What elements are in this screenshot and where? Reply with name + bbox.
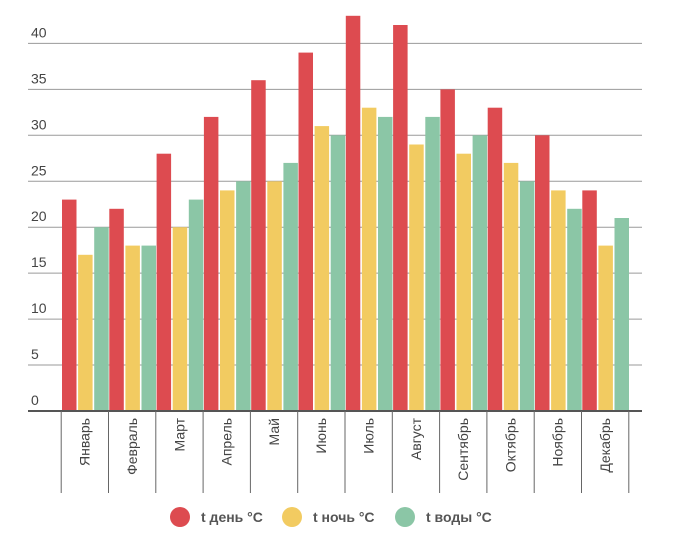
category-label: Март <box>171 417 187 451</box>
bar-5-0 <box>298 52 313 411</box>
bar-0-0 <box>62 199 77 411</box>
legend-label-2: t воды °C <box>426 509 492 525</box>
bar-1-0 <box>109 208 124 411</box>
bar-8-0 <box>440 89 455 412</box>
legend: t день °C t ночь °C t воды °C <box>170 507 492 527</box>
y-tick-label: 20 <box>31 208 47 224</box>
bar-10-0 <box>535 135 550 412</box>
x-axis <box>28 410 642 493</box>
bar-10-1 <box>551 190 566 411</box>
legend-marker-1 <box>282 507 302 527</box>
bar-4-2 <box>283 162 298 411</box>
bar-3-0 <box>203 116 219 412</box>
y-axis-tick-labels: 0 5 10 15 20 25 30 35 40 <box>31 24 47 408</box>
y-tick-label: 30 <box>31 116 47 132</box>
bar-10-2 <box>567 208 582 411</box>
legend-label-0: t день °C <box>201 509 263 525</box>
category-label: Февраль <box>124 418 140 475</box>
category-label: Май <box>266 418 282 445</box>
bar-2-0 <box>156 153 172 411</box>
category-label: Июль <box>360 418 376 454</box>
bars <box>62 15 629 412</box>
y-tick-label: 25 <box>31 162 47 178</box>
bar-7-0 <box>393 25 408 411</box>
bar-11-0 <box>582 190 597 411</box>
bar-6-2 <box>378 116 393 412</box>
bar-5-2 <box>330 135 346 412</box>
y-tick-label: 10 <box>31 300 47 316</box>
category-label: Октябрь <box>502 418 518 472</box>
y-tick-label: 15 <box>31 254 47 270</box>
bar-9-0 <box>487 107 503 411</box>
bar-7-1 <box>409 144 424 411</box>
category-label: Ноябрь <box>550 418 566 467</box>
y-tick-label: 35 <box>31 70 47 86</box>
category-label: Апрель <box>219 418 235 466</box>
category-label: Январь <box>77 418 93 466</box>
bar-8-1 <box>456 153 471 411</box>
bar-0-1 <box>78 254 93 411</box>
bar-5-1 <box>314 126 330 411</box>
bar-8-2 <box>472 135 488 412</box>
bar-9-1 <box>503 162 519 411</box>
bar-4-1 <box>267 181 282 412</box>
legend-marker-2 <box>395 507 415 527</box>
bar-6-0 <box>345 15 361 412</box>
bar-3-2 <box>236 181 251 412</box>
category-label: Август <box>408 417 424 460</box>
y-tick-label: 40 <box>31 24 47 40</box>
bar-1-2 <box>141 245 156 411</box>
category-label: Июнь <box>313 418 329 454</box>
bar-2-2 <box>188 199 204 411</box>
bar-3-1 <box>220 190 235 411</box>
legend-marker-0 <box>170 507 190 527</box>
bar-4-0 <box>251 80 266 411</box>
bar-1-1 <box>125 245 140 411</box>
bar-11-1 <box>598 245 613 411</box>
bar-2-1 <box>172 227 188 411</box>
category-label: Сентябрь <box>455 418 471 481</box>
y-tick-label: 0 <box>31 392 39 408</box>
bar-0-2 <box>94 227 109 411</box>
bar-7-2 <box>425 116 440 412</box>
y-tick-label: 5 <box>31 346 39 362</box>
bar-11-2 <box>614 218 629 411</box>
category-label: Декабрь <box>597 418 613 473</box>
bar-6-1 <box>361 107 377 411</box>
x-axis-category-labels: Январь Февраль Март Апрель Май Июнь Июль Август… <box>77 417 613 480</box>
legend-label-1: t ночь °C <box>313 509 375 525</box>
bar-9-2 <box>519 181 535 412</box>
